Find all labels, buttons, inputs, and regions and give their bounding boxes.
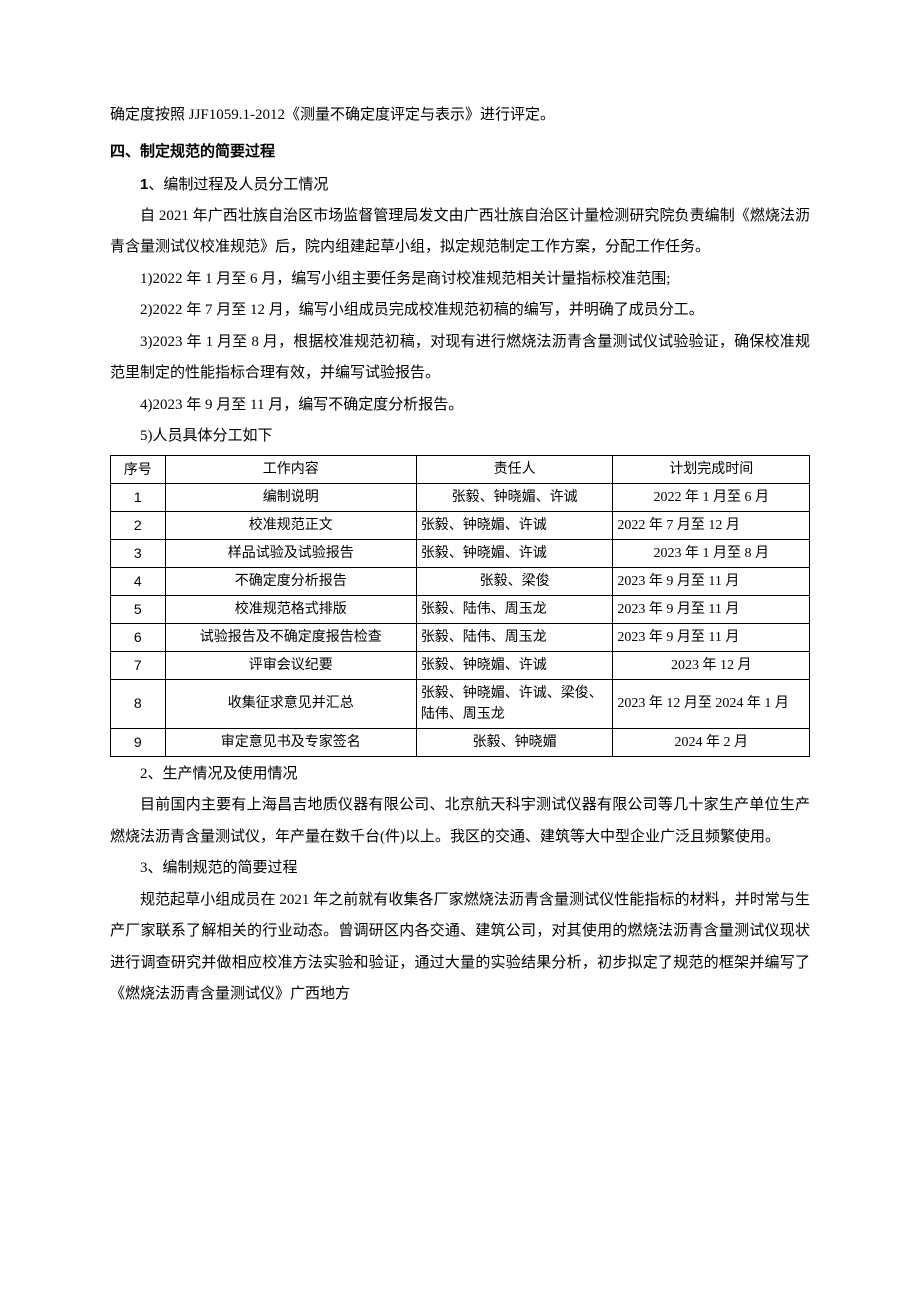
cell-task: 校准规范正文 [165,511,416,539]
cell-task: 收集征求意见并汇总 [165,679,416,728]
cell-person: 张毅、陆伟、周玉龙 [416,595,613,623]
th-seq: 序号 [111,455,166,483]
cell-person: 张毅、钟晓媚、许诚 [416,539,613,567]
cell-person: 张毅、钟晓媚、许诚 [416,651,613,679]
cell-time: 2023 年 9 月至 11 月 [613,595,810,623]
cell-seq: 7 [111,651,166,679]
cell-person: 张毅、钟晓媚、许诚 [416,483,613,511]
cell-seq: 9 [111,728,166,756]
cell-time: 2023 年 12 月 [613,651,810,679]
table-row: 7评审会议纪要张毅、钟晓媚、许诚2023 年 12 月 [111,651,810,679]
intro-paragraph: 确定度按照 JJF1059.1-2012《测量不确定度评定与表示》进行评定。 [110,100,810,132]
work-plan-table: 序号 工作内容 责任人 计划完成时间 1编制说明张毅、钟晓媚、许诚2022 年 … [110,455,810,757]
cell-task: 样品试验及试验报告 [165,539,416,567]
cell-seq: 5 [111,595,166,623]
table-row: 8收集征求意见并汇总张毅、钟晓媚、许诚、梁俊、陆伟、周玉龙2023 年 12 月… [111,679,810,728]
table-row: 3样品试验及试验报告张毅、钟晓媚、许诚2023 年 1 月至 8 月 [111,539,810,567]
paragraph-8: 规范起草小组成员在 2021 年之前就有收集各厂家燃烧法沥青含量测试仪性能指标的… [110,885,810,1011]
cell-person: 张毅、梁俊 [416,567,613,595]
table-row: 4不确定度分析报告张毅、梁俊2023 年 9 月至 11 月 [111,567,810,595]
table-row: 1编制说明张毅、钟晓媚、许诚2022 年 1 月至 6 月 [111,483,810,511]
cell-seq: 2 [111,511,166,539]
paragraph-7: 目前国内主要有上海昌吉地质仪器有限公司、北京航天科宇测试仪器有限公司等几十家生产… [110,790,810,853]
subsection-2: 2、生产情况及使用情况 [110,759,810,791]
cell-task: 编制说明 [165,483,416,511]
sub1-text: 、编制过程及人员分工情况 [148,176,328,193]
cell-time: 2023 年 9 月至 11 月 [613,567,810,595]
cell-time: 2023 年 9 月至 11 月 [613,623,810,651]
cell-task: 校准规范格式排版 [165,595,416,623]
table-row: 2校准规范正文张毅、钟晓媚、许诚2022 年 7 月至 12 月 [111,511,810,539]
cell-person: 张毅、钟晓媚 [416,728,613,756]
cell-person: 张毅、钟晓媚、许诚、梁俊、陆伟、周玉龙 [416,679,613,728]
subsection-1: 1、编制过程及人员分工情况 [110,169,810,201]
cell-seq: 6 [111,623,166,651]
cell-seq: 3 [111,539,166,567]
cell-seq: 4 [111,567,166,595]
cell-seq: 8 [111,679,166,728]
cell-task: 审定意见书及专家签名 [165,728,416,756]
cell-time: 2023 年 1 月至 8 月 [613,539,810,567]
cell-time: 2022 年 1 月至 6 月 [613,483,810,511]
cell-task: 评审会议纪要 [165,651,416,679]
paragraph-1: 自 2021 年广西壮族自治区市场监督管理局发文由广西壮族自治区计量检测研究院负… [110,201,810,264]
cell-task: 试验报告及不确定度报告检查 [165,623,416,651]
th-person: 责任人 [416,455,613,483]
cell-task: 不确定度分析报告 [165,567,416,595]
cell-time: 2022 年 7 月至 12 月 [613,511,810,539]
table-row: 5校准规范格式排版张毅、陆伟、周玉龙2023 年 9 月至 11 月 [111,595,810,623]
paragraph-2: 1)2022 年 1 月至 6 月，编写小组主要任务是商讨校准规范相关计量指标校… [110,264,810,296]
cell-person: 张毅、陆伟、周玉龙 [416,623,613,651]
table-header-row: 序号 工作内容 责任人 计划完成时间 [111,455,810,483]
cell-time: 2023 年 12 月至 2024 年 1 月 [613,679,810,728]
table-row: 6试验报告及不确定度报告检查张毅、陆伟、周玉龙2023 年 9 月至 11 月 [111,623,810,651]
paragraph-5: 4)2023 年 9 月至 11 月，编写不确定度分析报告。 [110,390,810,422]
table-body: 1编制说明张毅、钟晓媚、许诚2022 年 1 月至 6 月2校准规范正文张毅、钟… [111,483,810,756]
cell-person: 张毅、钟晓媚、许诚 [416,511,613,539]
paragraph-3-line1: 2)2022 年 7 月至 12 月，编写小组成员完成校准规范初稿的编写，并明确… [110,295,810,327]
section-4-heading: 四、制定规范的简要过程 [110,136,810,168]
table-row: 9审定意见书及专家签名张毅、钟晓媚2024 年 2 月 [111,728,810,756]
th-time: 计划完成时间 [613,455,810,483]
subsection-3: 3、编制规范的简要过程 [110,853,810,885]
th-task: 工作内容 [165,455,416,483]
cell-time: 2024 年 2 月 [613,728,810,756]
paragraph-6: 5)人员具体分工如下 [110,421,810,453]
paragraph-4: 3)2023 年 1 月至 8 月，根据校准规范初稿，对现有进行燃烧法沥青含量测… [110,327,810,390]
cell-seq: 1 [111,483,166,511]
